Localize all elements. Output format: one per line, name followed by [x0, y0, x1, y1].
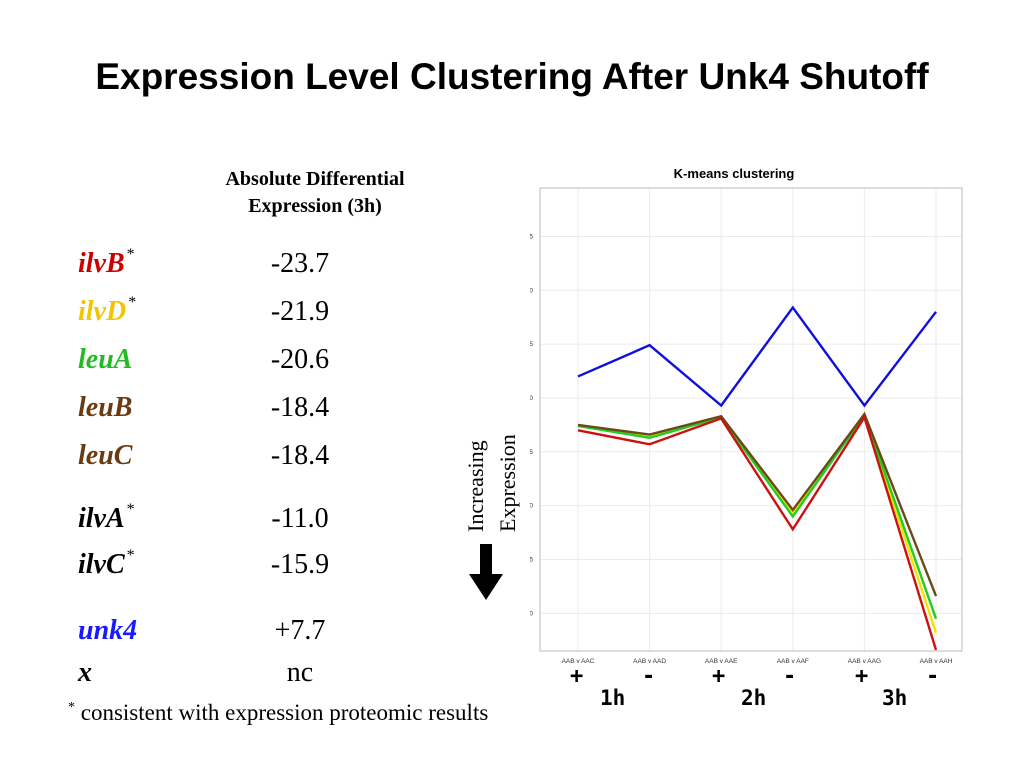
y-tick-label: -15: [530, 556, 533, 563]
gene-name: leuB: [78, 392, 132, 424]
y-tick-label: -10: [530, 503, 533, 510]
expression-value: -21.9: [270, 296, 330, 327]
gene-label: ilvB: [78, 248, 125, 279]
y-tick-label: 15: [530, 233, 533, 240]
gene-label: leuC: [78, 440, 133, 471]
label-expression: Expression: [495, 434, 520, 532]
x-tick-label: AAB v AAD: [633, 658, 666, 665]
table-header-line2: Expression (3h): [248, 195, 382, 217]
gene-label: unk4: [78, 615, 138, 646]
slide-title: Expression Level Clustering After Unk4 S…: [95, 56, 929, 97]
y-tick-label: 0: [530, 395, 533, 402]
gene-label: x: [78, 657, 92, 688]
timepoint-sign: -: [642, 664, 656, 689]
gene-name: ilvA *: [78, 501, 135, 535]
timepoint-sign: +: [855, 664, 869, 689]
increasing-expression-label: Increasing Expression: [437, 420, 541, 532]
y-tick-label: -20: [530, 610, 533, 617]
x-tick-label: AAB v AAC: [562, 658, 595, 665]
gene-label: leuB: [78, 392, 133, 423]
gene-star: *: [128, 294, 137, 311]
timepoint-sign: -: [783, 664, 797, 689]
series-line-4: [577, 411, 938, 597]
expression-value: -23.7: [270, 248, 330, 279]
gene-star: *: [126, 547, 135, 564]
x-tick-label: AAB v AAE: [705, 658, 738, 665]
y-tick-label: -5: [530, 449, 533, 456]
gene-label: ilvC: [78, 549, 125, 580]
gene-label: ilvA: [78, 503, 125, 534]
gene-label: ilvD: [78, 296, 127, 327]
chart-series: [577, 305, 938, 651]
gene-star: *: [126, 246, 135, 263]
expression-value: -20.6: [270, 344, 330, 375]
table-header-line1: Absolute Differential: [225, 168, 405, 190]
timepoint-sign: +: [712, 664, 726, 689]
y-tick-label: 10: [530, 287, 533, 294]
series-line-3: [577, 412, 938, 620]
x-tick-label: AAB v AAG: [848, 658, 881, 665]
series-line-5: [577, 414, 938, 651]
y-axis-ticks: 15 10 5 0 -5 -10 -15 -20: [530, 233, 533, 617]
x-axis-ticks: AAB v AAC AAB v AAD AAB v AAE AAB v AAF AAB …: [562, 658, 953, 665]
gene-name: leuA: [78, 344, 132, 376]
x-tick-label: AAB v AAH: [920, 658, 953, 665]
footnote-text: consistent with expression proteomic res…: [75, 700, 489, 725]
gene-name: ilvD *: [78, 294, 137, 328]
gene-label: leuA: [78, 344, 133, 375]
gene-name: unk4: [78, 615, 137, 647]
label-increasing: Increasing: [463, 440, 488, 532]
gene-name: leuC: [78, 440, 132, 472]
gene-name: x: [78, 657, 92, 689]
kmeans-chart: K-means clustering 15 10 5 0 -5 -10 -15 -20 AAB…: [530, 166, 963, 665]
expression-value: -18.4: [270, 440, 330, 471]
timepoint-sign: +: [570, 664, 584, 689]
series-line-1: [577, 305, 937, 408]
timepoint-label: 2h: [741, 686, 767, 710]
gene-name: ilvB *: [78, 246, 135, 280]
chart-title: K-means clustering: [674, 166, 795, 181]
gene-name: ilvC *: [78, 547, 135, 581]
expression-value: -11.0: [271, 503, 329, 534]
footnote: * consistent with expression proteomic r…: [68, 700, 488, 726]
series-line-2: [577, 412, 938, 634]
expression-value: -18.4: [270, 392, 330, 423]
timepoint-label: 3h: [882, 686, 908, 710]
expression-value: nc: [286, 657, 314, 688]
chart-grid: [540, 188, 962, 651]
y-tick-label: 5: [530, 341, 533, 348]
down-arrow-icon: [469, 544, 503, 600]
x-tick-label: AAB v AAF: [777, 658, 809, 665]
footnote-star: *: [68, 700, 75, 715]
plot-frame: [539, 187, 963, 652]
gene-star: *: [126, 501, 135, 518]
timepoint-sign: -: [926, 664, 940, 689]
table-header: Absolute Differential Expression (3h): [195, 166, 435, 220]
expression-value: -15.9: [270, 549, 330, 580]
expression-value: +7.7: [274, 615, 326, 646]
timepoint-label: 1h: [600, 686, 626, 710]
